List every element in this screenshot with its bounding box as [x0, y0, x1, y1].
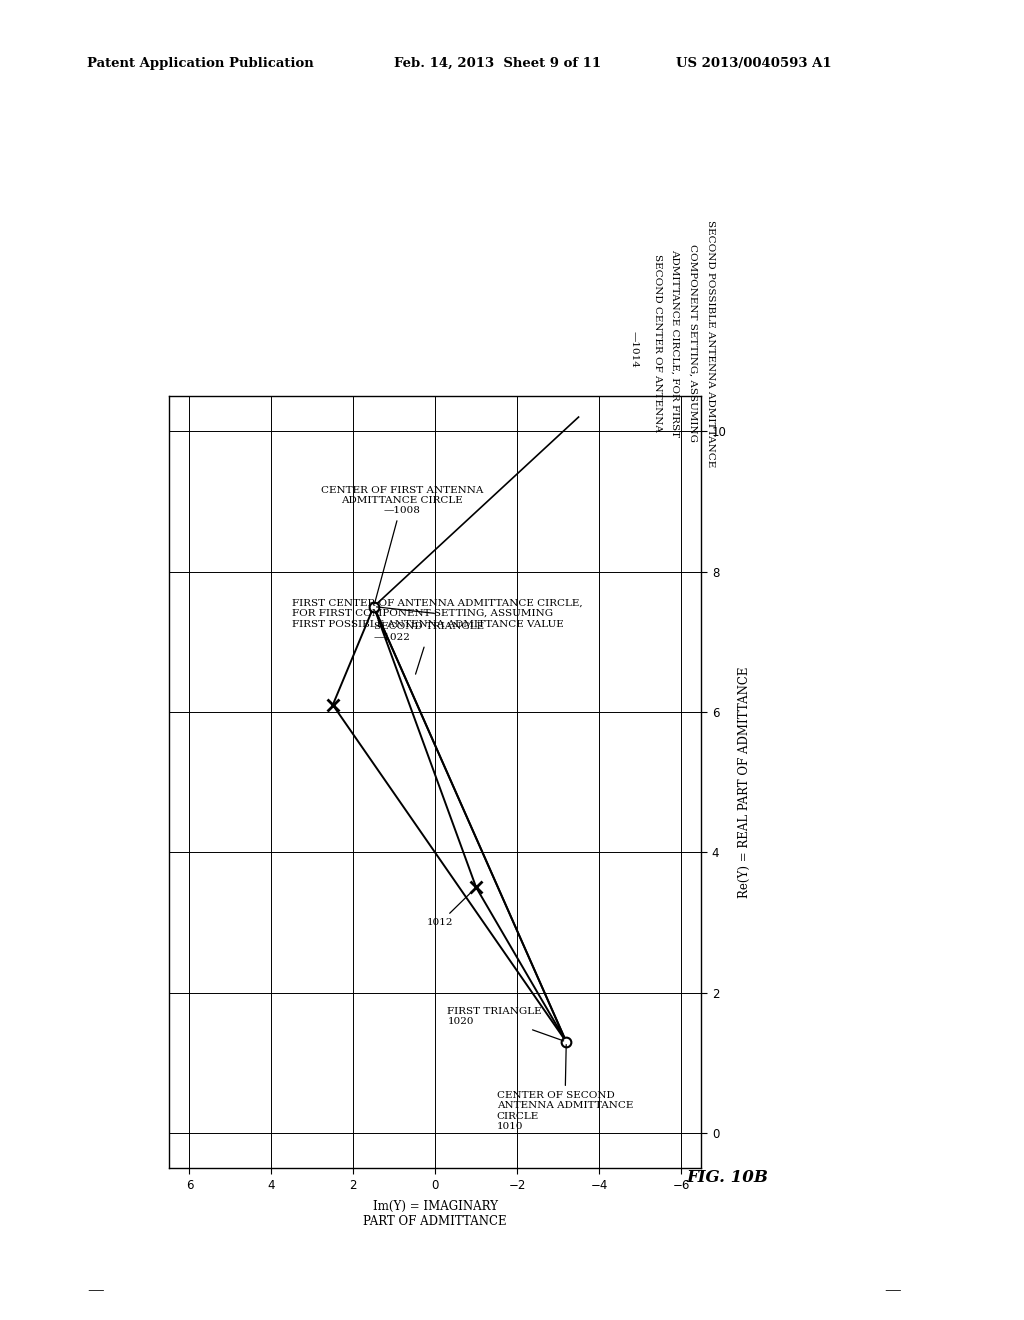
- Text: SECOND POSSIBLE ANTENNA ADMITTANCE: SECOND POSSIBLE ANTENNA ADMITTANCE: [706, 219, 715, 467]
- Text: SECOND TRIANGLE
—1022: SECOND TRIANGLE —1022: [374, 622, 484, 675]
- Text: US 2013/0040593 A1: US 2013/0040593 A1: [676, 57, 831, 70]
- Text: —: —: [87, 1283, 103, 1299]
- Text: 1012: 1012: [427, 890, 474, 927]
- Text: Patent Application Publication: Patent Application Publication: [87, 57, 313, 70]
- Text: FIRST CENTER OF ANTENNA ADMITTANCE CIRCLE,
FOR FIRST COMPONENT SETTING, ASSUMING: FIRST CENTER OF ANTENNA ADMITTANCE CIRCL…: [292, 599, 583, 628]
- Text: SECOND CENTER OF ANTENNA: SECOND CENTER OF ANTENNA: [653, 255, 663, 432]
- Text: Feb. 14, 2013  Sheet 9 of 11: Feb. 14, 2013 Sheet 9 of 11: [394, 57, 601, 70]
- Text: FIG. 10B: FIG. 10B: [686, 1170, 768, 1185]
- Text: —1014: —1014: [630, 331, 639, 368]
- Y-axis label: Re(Y) = REAL PART OF ADMITTANCE: Re(Y) = REAL PART OF ADMITTANCE: [738, 667, 751, 898]
- Text: FIRST TRIANGLE
1020: FIRST TRIANGLE 1020: [447, 1007, 563, 1041]
- X-axis label: Im(Y) = IMAGINARY
PART OF ADMITTANCE: Im(Y) = IMAGINARY PART OF ADMITTANCE: [364, 1200, 507, 1228]
- Text: CENTER OF SECOND
ANTENNA ADMITTANCE
CIRCLE
1010: CENTER OF SECOND ANTENNA ADMITTANCE CIRC…: [497, 1044, 633, 1131]
- Text: —: —: [885, 1283, 901, 1299]
- Text: ADMITTANCE CIRCLE, FOR FIRST: ADMITTANCE CIRCLE, FOR FIRST: [671, 249, 680, 437]
- Text: CENTER OF FIRST ANTENNA
ADMITTANCE CIRCLE
—1008: CENTER OF FIRST ANTENNA ADMITTANCE CIRCL…: [322, 486, 483, 605]
- Text: COMPONENT SETTING, ASSUMING: COMPONENT SETTING, ASSUMING: [688, 244, 697, 442]
